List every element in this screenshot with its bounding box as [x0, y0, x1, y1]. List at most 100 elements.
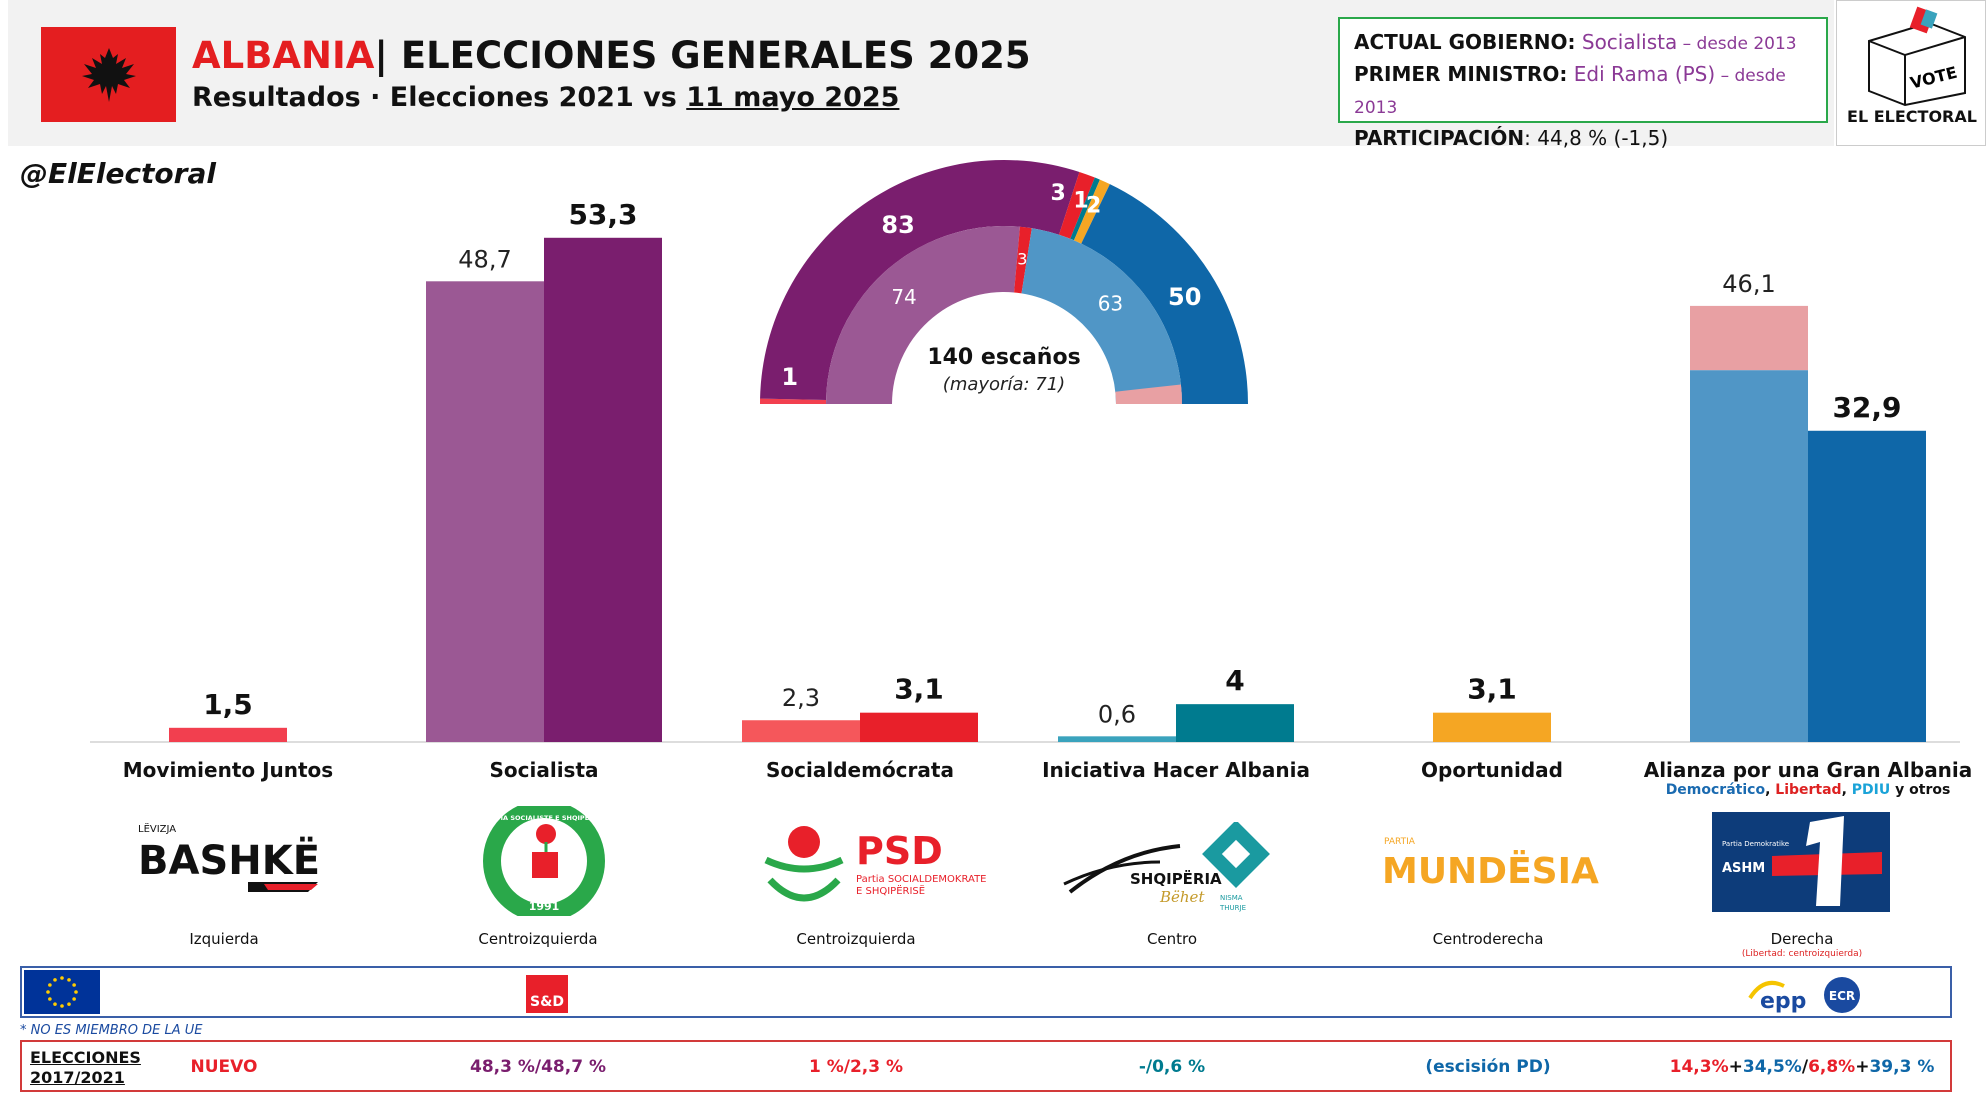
eu-star [67, 1002, 71, 1006]
epp-text: epp [1760, 989, 1806, 1014]
ideology-oportunidad: Centroderecha [1432, 930, 1544, 948]
seat-arc-2025-0 [760, 398, 827, 404]
prev-alianza-plus2: + [1855, 1057, 1870, 1077]
bashke-word: BASHKË [138, 836, 320, 884]
prev-psd: 1 %/2,3 % [808, 1057, 904, 1077]
bar-2025-3 [1176, 704, 1294, 742]
seat-label-2021-alianza: 63 [1098, 292, 1123, 316]
gov-row: ACTUAL GOBIERNO: Socialista – desde 2013 [1354, 27, 1812, 59]
logo-psd: PSD Partia SOCIALDEMOKRATE E SHQIPËRISË [756, 820, 987, 916]
eu-star [74, 990, 78, 994]
logo-bashke: LËVIZJA BASHKË [128, 812, 328, 908]
seat-label-2021-ps: 74 [891, 285, 916, 309]
prev-label-line2: 2017/2021 [30, 1068, 125, 1087]
eu-star [67, 978, 71, 982]
logo-hacer: SHQIPËRIA Bëhet NISMA THURJE [1060, 820, 1270, 918]
member-libertad: Libertad [1775, 782, 1842, 798]
bar-2025-2 [860, 712, 978, 742]
eu-star [46, 990, 50, 994]
bar-2021-alianza-democratico [1690, 370, 1808, 742]
hacer-script: Bëhet [1159, 888, 1205, 906]
pm-since: – desde 2013 [1354, 66, 1786, 118]
twitter-handle: @ElElectoral [20, 157, 216, 190]
ps-ring: PARTIA SOCIALISTE E SHQIPËRISË [482, 813, 605, 822]
label-2025-3: 4 [1225, 664, 1244, 697]
prev-alianza-p3: 6,8% [1808, 1057, 1856, 1077]
party-name-oportunidad: Oportunidad [1421, 758, 1563, 782]
prev-socialista: 48,3 %/48,7 % [470, 1057, 606, 1077]
eu-star [60, 1004, 64, 1008]
seat-label-hacer: 1 [1073, 188, 1088, 213]
prev-alianza-p2: 34,5% [1742, 1057, 1802, 1077]
eu-star [72, 983, 76, 987]
title-country: ALBANIA [192, 34, 375, 77]
member-democratico: Democrático [1665, 782, 1766, 798]
prev-alianza-plus1: + [1728, 1057, 1743, 1077]
eu-star [48, 997, 52, 1001]
page-subtitle: Resultados · Elecciones 2021 vs 11 mayo … [192, 82, 899, 113]
psd-word: PSD [856, 829, 943, 873]
prev-alianza: 14,3%+34,5%/6,8%+39,3 % [1652, 1057, 1952, 1077]
mundesia-small: PARTIA [1384, 837, 1416, 847]
el-electoral-logo: VOTE EL ELECTORAL [1836, 0, 1986, 146]
party-name-alianza: Alianza por una Gran Albania [1643, 758, 1973, 782]
seat-arc-2025-3 [1070, 177, 1100, 241]
logo-ps: 1991 PARTIA SOCIALISTE E SHQIPËRISË [474, 800, 614, 922]
bar-2025-1 [544, 237, 662, 743]
bar-2025-0 [169, 727, 287, 742]
bar-2021-2 [742, 720, 860, 742]
seat-label-alianza: 50 [1168, 283, 1201, 311]
party-name-psd: Socialdemócrata [766, 758, 954, 782]
hacer-nisma: NISMA [1220, 894, 1243, 902]
ashm-small: Partia Demokratike [1722, 840, 1789, 848]
label-2025-1: 53,3 [568, 198, 637, 231]
alianza-members: Democrático, Libertad, PDIU y otros [1643, 782, 1973, 798]
prev-label-line1: ELECCIONES [30, 1048, 141, 1067]
title-rest: | ELECCIONES GENERALES 2025 [374, 34, 1031, 77]
seat-arc-2021-libertad [1115, 384, 1182, 404]
government-info-box: ACTUAL GOBIERNO: Socialista – desde 2013… [1338, 17, 1828, 150]
bar-2025-5 [1808, 430, 1926, 742]
eu-star [53, 1002, 57, 1006]
seat-arc-2021-2 [1014, 226, 1032, 294]
label-2025-4: 3,1 [1467, 673, 1517, 706]
pm-label: PRIMER MINISTRO: [1354, 62, 1568, 86]
party-name-juntos: Movimiento Juntos [122, 758, 334, 782]
ballot-box-icon: VOTE [1868, 6, 1966, 107]
eu-star [48, 983, 52, 987]
label-2025-5: 32,9 [1832, 391, 1901, 424]
gov-value: Socialista [1581, 30, 1678, 54]
non-eu-note: * NO ES MIEMBRO DE LA UE [20, 1023, 203, 1038]
eu-flag-icon [24, 970, 100, 1014]
gov-label: ACTUAL GOBIERNO: [1354, 30, 1576, 54]
logo-brand: EL ELECTORAL [1847, 107, 1977, 126]
hacer-word: SHQIPËRIA [1130, 869, 1222, 888]
albania-flag [41, 27, 176, 122]
seat-arc-2025-4 [1073, 179, 1110, 244]
seats-title: 140 escaños [927, 345, 1080, 370]
turnout-row: PARTICIPACIÓN: 44,8 % (-1,5) [1354, 123, 1812, 153]
seat-arc-2021-3 [1021, 228, 1182, 404]
subtitle-date: 11 mayo 2025 [686, 82, 900, 113]
party-name-hacer: Iniciativa Hacer Albania [1042, 758, 1310, 782]
prev-elections-label: ELECCIONES 2017/2021 [30, 1048, 141, 1088]
ideology-hacer: Centro [1146, 930, 1198, 948]
prev-alianza-p1: 14,3% [1669, 1057, 1729, 1077]
psd-line1: Partia SOCIALDEMOKRATE [856, 874, 986, 885]
seat-arc-2025-1 [760, 159, 1080, 401]
pm-value: Edi Rama (PS) [1573, 62, 1716, 86]
prev-juntos: NUEVO [190, 1057, 258, 1077]
ideology-juntos: Izquierda [189, 930, 259, 948]
seat-arc-2025-2 [1059, 171, 1095, 239]
ideology-note-alianza: (Libertad: centroizquierda) [1741, 949, 1863, 959]
seats-subtitle: (mayoría: 71) [943, 374, 1065, 395]
seat-arc-2025-5 [1081, 184, 1248, 404]
label-2021-3: 0,6 [1098, 700, 1136, 728]
seat-label-ps: 83 [881, 211, 914, 239]
ashm-word: ASHM [1722, 861, 1765, 876]
label-2025-2: 3,1 [894, 673, 944, 706]
ideology-socialista: Centroizquierda [478, 930, 598, 948]
bar-2021-3 [1058, 736, 1176, 742]
logo-mundesia: PARTIA MUNDËSIA [1378, 826, 1608, 922]
